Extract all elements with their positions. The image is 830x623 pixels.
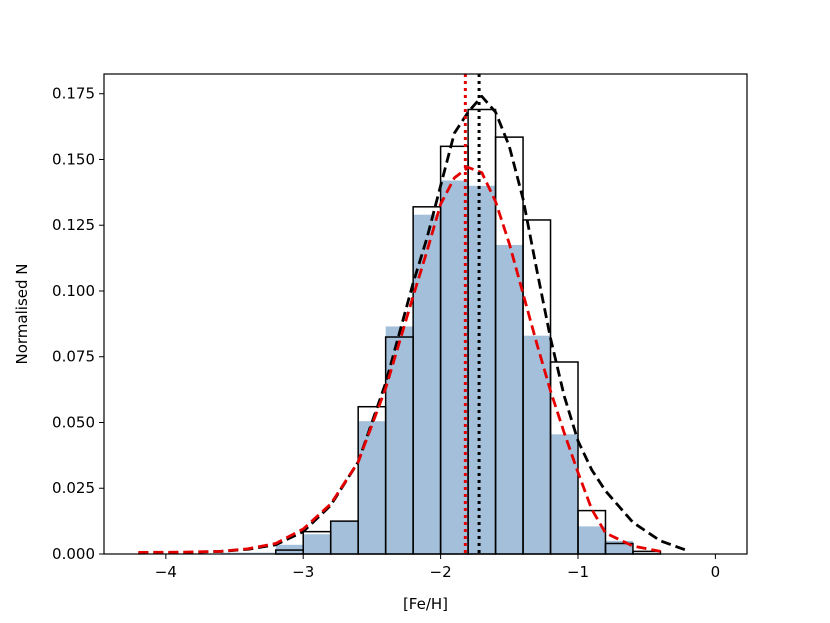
black-dashed-curve: [138, 94, 689, 555]
filled-bar: [358, 421, 386, 554]
filled-bar: [330, 521, 359, 554]
x-axis-label: [Fe/H]: [403, 595, 448, 613]
y-tick-label: 0.125: [52, 216, 95, 234]
filled-bar: [440, 180, 469, 554]
y-tick-label: 0.025: [52, 479, 95, 497]
red-dashed-curve: [138, 165, 661, 554]
x-tick-label: −3: [292, 563, 314, 581]
y-tick-label: 0.075: [52, 348, 95, 366]
x-axis-ticks: −4 −3 −2 −1 0: [155, 554, 720, 581]
x-tick-label: 0: [711, 563, 721, 581]
filled-bar: [550, 434, 579, 554]
y-tick-label: 0.150: [52, 150, 95, 168]
filled-bar: [523, 335, 551, 554]
filled-bar: [248, 552, 276, 554]
filled-bar: [468, 185, 496, 554]
filled-histogram: [165, 180, 661, 554]
median-lines: [463, 74, 481, 554]
filled-bar: [495, 244, 524, 554]
y-tick-label: 0.100: [52, 282, 95, 300]
x-tick-label: −1: [567, 563, 589, 581]
filled-bar: [385, 326, 414, 554]
density-curves: [138, 94, 689, 555]
filled-bar: [303, 534, 331, 554]
y-axis-ticks: 0.000 0.025 0.050 0.075 0.100 0.125 0.150 0.175: [52, 85, 104, 563]
plot-frame: [103, 73, 748, 555]
y-tick-label: 0.000: [52, 545, 95, 563]
x-tick-label: −2: [430, 563, 452, 581]
filled-bar: [413, 214, 441, 554]
filled-bar: [578, 526, 606, 554]
x-tick-label: −4: [155, 563, 177, 581]
y-tick-label: 0.050: [52, 413, 95, 431]
filled-bar: [220, 552, 249, 554]
y-axis-label: Normalised N: [13, 264, 31, 365]
y-tick-label: 0.175: [52, 85, 95, 103]
